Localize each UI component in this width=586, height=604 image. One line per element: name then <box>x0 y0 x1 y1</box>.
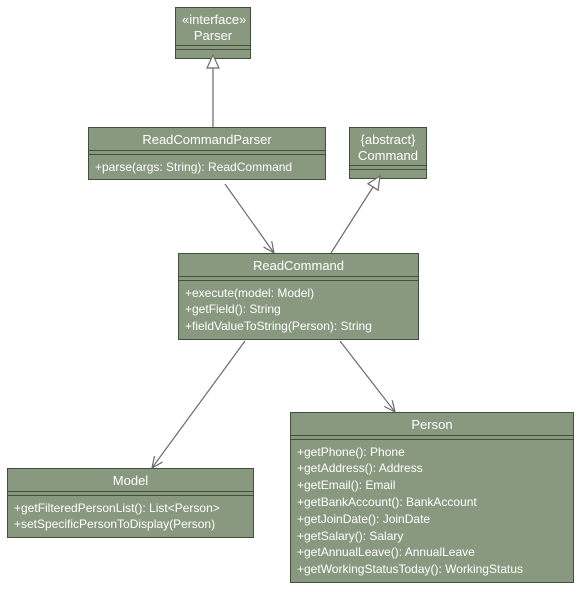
model-body: +getFilteredPersonList(): List<Person> +… <box>8 496 253 538</box>
command-stereotype: {abstract} <box>361 132 416 147</box>
person-method-2: +getEmail(): Email <box>297 477 567 494</box>
person-title: Person <box>291 413 573 436</box>
person-method-3: +getBankAccount(): BankAccount <box>297 494 567 511</box>
rc-method-2: +fieldValueToString(Person): String <box>185 318 412 335</box>
rcp-body: +parse(args: String): ReadCommand <box>89 155 325 180</box>
class-readcommandparser: ReadCommandParser +parse(args: String): … <box>88 127 326 180</box>
person-method-0: +getPhone(): Phone <box>297 444 567 461</box>
class-person: Person +getPhone(): Phone +getAddress():… <box>290 412 574 583</box>
command-name: Command <box>358 148 418 163</box>
rcp-name: ReadCommandParser <box>142 132 271 147</box>
connector-readCommand-person <box>340 341 395 412</box>
connector-readCommand-command <box>331 176 380 253</box>
class-parser: «interface» Parser <box>175 7 251 59</box>
model-method-1: +setSpecificPersonToDisplay(Person) <box>14 516 247 533</box>
empty-body <box>350 170 426 178</box>
model-title: Model <box>8 469 253 492</box>
rc-method-0: +execute(model: Model) <box>185 285 412 302</box>
person-method-1: +getAddress(): Address <box>297 460 567 477</box>
parser-name: Parser <box>194 28 232 43</box>
rc-method-1: +getField(): String <box>185 301 412 318</box>
rcp-title: ReadCommandParser <box>89 128 325 151</box>
class-parser-title: «interface» Parser <box>176 8 250 46</box>
class-command: {abstract} Command <box>349 127 427 179</box>
rc-name: ReadCommand <box>253 258 344 273</box>
model-name: Model <box>113 473 148 488</box>
person-method-4: +getJoinDate(): JoinDate <box>297 511 567 528</box>
connector-readCommand-model <box>152 341 245 468</box>
person-method-7: +getWorkingStatusToday(): WorkingStatus <box>297 561 567 578</box>
class-model: Model +getFilteredPersonList(): List<Per… <box>7 468 254 538</box>
person-name: Person <box>411 417 452 432</box>
person-method-5: +getSalary(): Salary <box>297 528 567 545</box>
rc-body: +execute(model: Model) +getField(): Stri… <box>179 281 418 339</box>
person-body: +getPhone(): Phone +getAddress(): Addres… <box>291 440 573 582</box>
rcp-method-0: +parse(args: String): ReadCommand <box>95 159 319 176</box>
connector-readCommandParser-readCommand <box>225 184 274 253</box>
empty-body <box>176 50 250 58</box>
rc-title: ReadCommand <box>179 254 418 277</box>
model-method-0: +getFilteredPersonList(): List<Person> <box>14 500 247 517</box>
class-readcommand: ReadCommand +execute(model: Model) +getF… <box>178 253 419 340</box>
command-title: {abstract} Command <box>350 128 426 166</box>
person-method-6: +getAnnualLeave(): AnnualLeave <box>297 544 567 561</box>
parser-stereotype: «interface» <box>182 12 246 27</box>
